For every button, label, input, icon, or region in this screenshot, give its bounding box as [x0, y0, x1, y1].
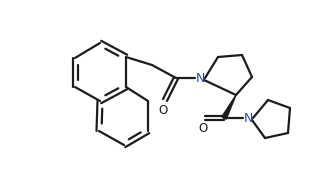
Text: O: O [198, 122, 208, 136]
Text: N: N [195, 72, 205, 84]
Text: N: N [243, 112, 253, 124]
Text: O: O [158, 105, 168, 118]
Polygon shape [222, 95, 236, 119]
